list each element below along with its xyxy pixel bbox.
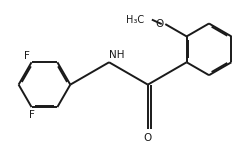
Text: NH: NH [109, 50, 124, 60]
Text: H₃C: H₃C [126, 15, 144, 25]
Text: F: F [24, 51, 30, 61]
Text: F: F [28, 110, 34, 120]
Text: O: O [156, 19, 164, 29]
Text: O: O [144, 133, 152, 143]
